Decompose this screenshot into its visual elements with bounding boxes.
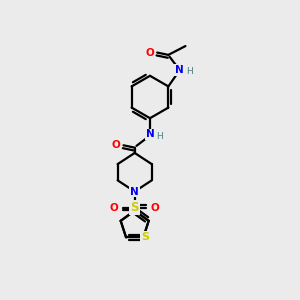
Text: O: O — [110, 203, 118, 213]
Text: H: H — [186, 68, 193, 76]
Text: O: O — [112, 140, 120, 150]
Text: H: H — [156, 132, 163, 141]
Text: N: N — [130, 187, 139, 196]
Text: O: O — [151, 203, 160, 213]
Text: N: N — [175, 65, 184, 75]
Text: S: S — [130, 201, 139, 214]
Text: S: S — [141, 232, 149, 242]
Text: O: O — [145, 47, 154, 58]
Text: N: N — [146, 129, 154, 140]
